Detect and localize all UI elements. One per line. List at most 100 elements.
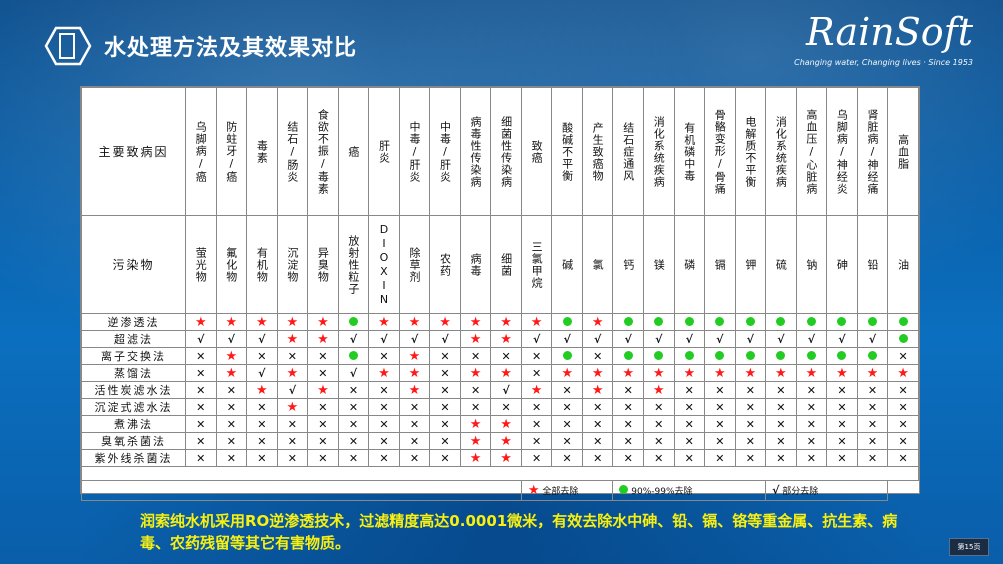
pollutant-label: 氟化物 xyxy=(224,246,238,283)
green-dot-icon xyxy=(745,316,755,326)
pollutant-label: 病毒 xyxy=(469,252,483,277)
method-cell: ★ xyxy=(276,330,309,348)
cross-icon: ✕ xyxy=(776,400,786,414)
disease-label: 中毒/肝炎 xyxy=(407,120,421,183)
disease-label: 酸碱不平衡 xyxy=(560,121,574,182)
star-icon: ★ xyxy=(408,382,421,398)
star-icon: ★ xyxy=(530,314,543,330)
green-dot-icon xyxy=(867,316,877,326)
method-cell: √ xyxy=(490,381,522,399)
cross-icon: ✕ xyxy=(287,434,297,448)
legend-partial-pct: 90%-99%去除 xyxy=(612,480,767,501)
method-cell: ✕ xyxy=(704,449,736,467)
cross-icon: ✕ xyxy=(440,400,450,414)
check-icon: √ xyxy=(624,332,632,346)
check-icon: √ xyxy=(716,332,724,346)
cross-icon: ✕ xyxy=(562,417,572,431)
cross-icon: ✕ xyxy=(470,383,481,397)
cross-icon: ✕ xyxy=(684,434,694,448)
disease-header-cell: 有机磷中毒 xyxy=(673,87,706,216)
cross-icon: ✕ xyxy=(379,417,389,431)
disease-header-row: 主要致病因 乌脚病/癌 防蛀牙/癌 毒素 结石/肠炎 食欲不振/毒素 癌 肝炎 中毒/肝炎 中毒/… xyxy=(81,87,919,216)
disease-label: 结石症通风 xyxy=(621,121,635,182)
check-icon: √ xyxy=(772,484,780,497)
cross-icon: ✕ xyxy=(379,400,389,414)
method-cell: ✕ xyxy=(734,449,767,467)
cross-icon: ✕ xyxy=(440,434,450,448)
method-cell: ✕ xyxy=(307,449,339,467)
method-cell: ★ xyxy=(246,381,278,399)
cross-icon: ✕ xyxy=(745,400,755,414)
cross-icon: ✕ xyxy=(532,400,542,414)
check-icon: √ xyxy=(288,383,297,397)
method-cell: ✕ xyxy=(765,381,797,399)
method-cell: ★ xyxy=(704,364,736,382)
method-cell: √ xyxy=(795,330,828,348)
method-cell: √ xyxy=(429,330,461,348)
cross-icon: ✕ xyxy=(532,451,542,465)
cross-icon: ✕ xyxy=(715,434,725,448)
pollutant-label: 钾 xyxy=(743,258,757,271)
method-cell: ✕ xyxy=(307,364,339,382)
legend-partial-label: 部分去除 xyxy=(779,487,819,497)
check-icon: √ xyxy=(441,332,449,346)
cross-icon: ✕ xyxy=(562,383,572,397)
page-number: 第15页 xyxy=(949,538,989,556)
disease-header-cell: 癌 xyxy=(337,87,370,216)
method-cell: ★ xyxy=(581,381,614,399)
method-cell: ✕ xyxy=(673,398,706,416)
pollutant-header-cell: 病毒 xyxy=(459,215,492,314)
legend-partial: √ 部分去除 xyxy=(765,480,889,501)
cross-icon: ✕ xyxy=(776,451,786,465)
cross-icon: ✕ xyxy=(623,383,633,397)
disease-header-cell: 高血压/心脏病 xyxy=(795,87,828,216)
star-icon: ★ xyxy=(469,433,482,449)
cross-icon: ✕ xyxy=(867,400,878,414)
method-cell xyxy=(704,347,736,365)
method-cell: ✕ xyxy=(734,381,767,399)
cross-icon: ✕ xyxy=(898,349,908,363)
cross-icon: ✕ xyxy=(440,349,450,363)
method-cell: ✕ xyxy=(307,347,339,365)
method-cell: ★ xyxy=(581,364,614,382)
cross-icon: ✕ xyxy=(898,434,908,448)
method-cell: ✕ xyxy=(612,381,644,399)
cross-icon: ✕ xyxy=(623,417,633,431)
star-icon: ★ xyxy=(378,314,390,330)
star-icon: ★ xyxy=(408,314,421,330)
method-cell: ✕ xyxy=(276,432,309,450)
pollutant-label: 镁 xyxy=(652,258,666,271)
star-icon: ★ xyxy=(225,348,238,364)
method-cell: ★ xyxy=(490,432,522,450)
cross-icon: ✕ xyxy=(318,434,328,448)
green-dot-icon xyxy=(623,350,633,360)
green-dot-icon xyxy=(684,316,694,326)
disease-header-cell: 消化系统疾病 xyxy=(765,87,797,216)
method-cell: ✕ xyxy=(307,432,339,450)
method-cell: ★ xyxy=(459,364,492,382)
method-cell: ✕ xyxy=(185,347,217,365)
pollutant-header-cell: 镁 xyxy=(642,215,675,314)
check-icon: √ xyxy=(380,332,388,346)
cross-icon: ✕ xyxy=(501,400,511,414)
cross-icon: ✕ xyxy=(776,417,786,431)
method-cell: ✕ xyxy=(642,449,675,467)
method-cell: ★ xyxy=(490,330,522,348)
cross-icon: ✕ xyxy=(654,417,664,431)
method-cell: ✕ xyxy=(429,347,461,365)
star-icon: ★ xyxy=(500,416,512,432)
method-cell xyxy=(856,313,889,331)
disease-header-cell: 电解质不平衡 xyxy=(734,87,767,216)
brand-tagline: Changing water, Changing lives xyxy=(794,58,921,67)
method-cell: ✕ xyxy=(368,398,400,416)
green-dot-icon xyxy=(898,333,908,343)
star-icon: ★ xyxy=(256,382,268,398)
method-cell: ✕ xyxy=(246,432,278,450)
star-icon: ★ xyxy=(622,365,635,381)
green-dot-icon xyxy=(806,316,816,326)
method-cell: ✕ xyxy=(337,432,370,450)
disease-label: 食欲不振/毒素 xyxy=(316,108,330,195)
legend-full-label: 全部去除 xyxy=(539,487,579,497)
method-cell: ★ xyxy=(215,313,248,331)
star-icon: ★ xyxy=(836,365,848,381)
